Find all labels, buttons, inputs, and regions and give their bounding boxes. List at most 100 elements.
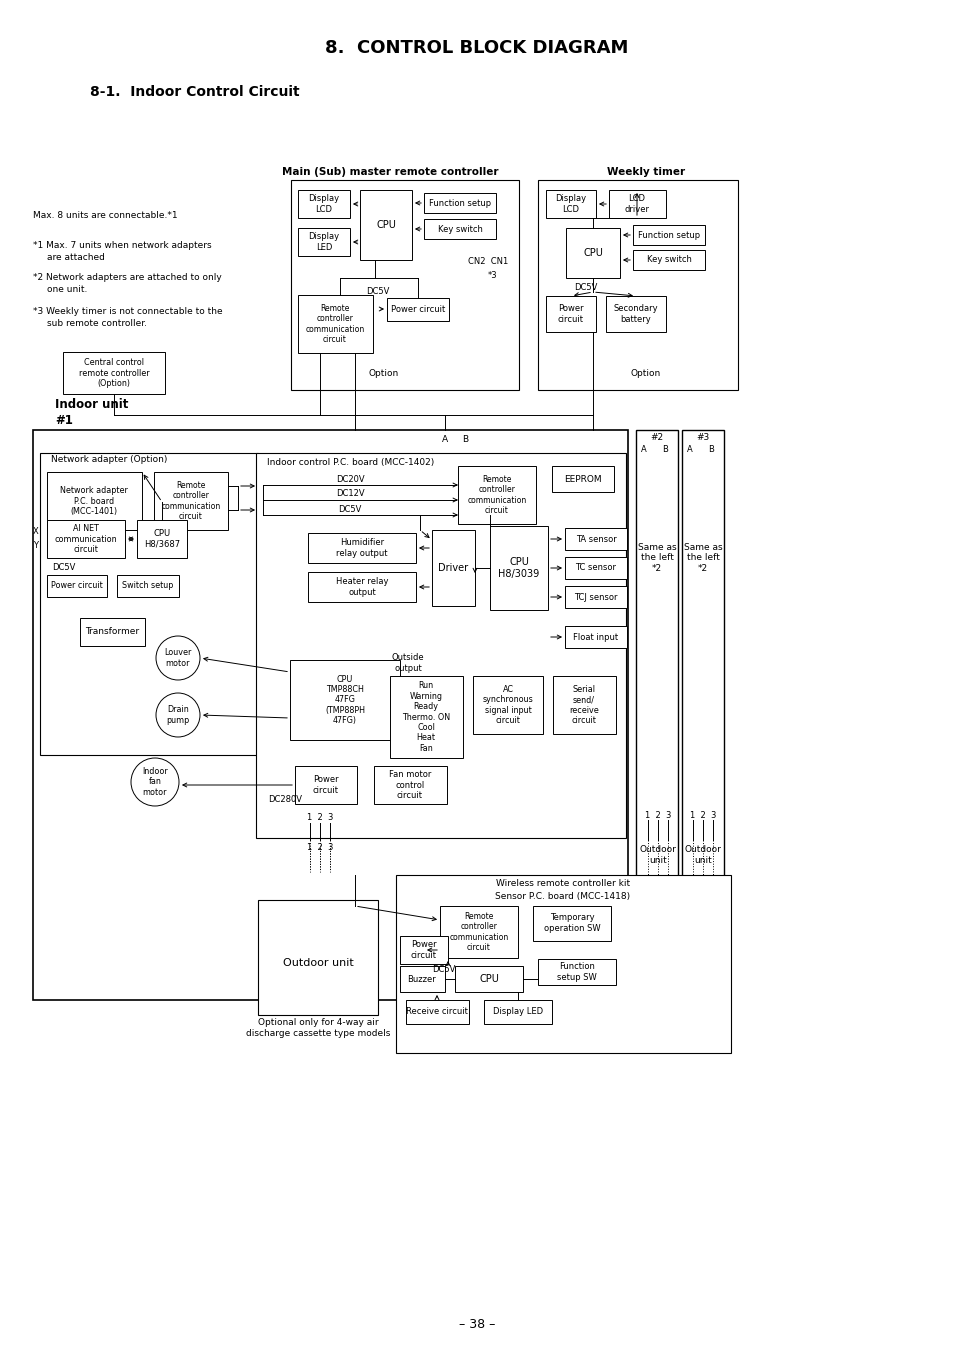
Bar [537,181,738,390]
Bar [565,228,619,278]
Text: AC
synchronous
signal input
circuit: AC synchronous signal input circuit [482,685,533,725]
Bar [63,352,165,394]
Bar [553,675,616,735]
Text: Indoor control P.C. board (MCC-1402): Indoor control P.C. board (MCC-1402) [267,457,434,466]
Text: Same as
the left
*2: Same as the left *2 [683,543,721,573]
Text: Serial
send/
receive
circuit: Serial send/ receive circuit [569,685,598,725]
Text: Option: Option [369,368,398,377]
Text: Y: Y [33,541,38,550]
Text: Same as
the left
*2: Same as the left *2 [637,543,676,573]
Bar [406,1000,469,1024]
Text: Outside
output: Outside output [392,654,424,673]
Bar [395,875,730,1053]
Text: Max. 8 units are connectable.*1: Max. 8 units are connectable.*1 [33,210,177,220]
Bar [432,530,475,607]
Text: Sensor P.C. board (MCC-1418): Sensor P.C. board (MCC-1418) [495,891,630,900]
Text: LCD
driver: LCD driver [624,194,649,214]
Text: Outdoor
unit: Outdoor unit [684,845,720,864]
Text: Heater relay
output: Heater relay output [335,577,388,597]
Text: Secondary
battery: Secondary battery [613,305,658,324]
Text: Remote
controller
communication
circuit: Remote controller communication circuit [449,911,508,952]
Text: AI NET
communication
circuit: AI NET communication circuit [54,524,117,554]
Text: Power circuit: Power circuit [391,305,445,314]
Text: #1: #1 [55,414,72,426]
Bar [308,532,416,563]
Bar [33,430,627,1000]
Bar [552,466,614,492]
Text: X: X [33,527,39,537]
Bar [294,766,356,803]
Text: A: A [441,435,448,445]
Text: Power
circuit: Power circuit [558,305,583,324]
Text: *1 Max. 7 units when network adapters: *1 Max. 7 units when network adapters [33,240,212,249]
Bar [40,453,257,755]
Text: Power
circuit: Power circuit [411,941,436,960]
Text: *2 Network adapters are attached to only: *2 Network adapters are attached to only [33,274,221,283]
Text: 8-1.  Indoor Control Circuit: 8-1. Indoor Control Circuit [90,85,299,98]
Bar [564,557,626,580]
Bar [483,1000,552,1024]
Text: Function
setup SW: Function setup SW [557,962,597,981]
Bar [636,430,678,1000]
Text: A: A [686,445,692,453]
Bar [399,967,444,992]
Bar [457,466,536,524]
Text: Key switch: Key switch [437,225,482,233]
Bar [564,528,626,550]
Text: Network adapter
P.C. board
(MCC-1401): Network adapter P.C. board (MCC-1401) [60,487,128,516]
Text: Float input: Float input [573,632,618,642]
Text: Remote
controller
communication
circuit: Remote controller communication circuit [467,474,526,515]
Bar [633,225,704,245]
Text: Display LED: Display LED [493,1007,542,1016]
Bar [605,297,665,332]
Bar [390,675,462,758]
Text: CPU: CPU [478,975,498,984]
Text: Display
LCD: Display LCD [308,194,339,214]
Bar [537,958,616,985]
Text: Weekly timer: Weekly timer [606,167,684,177]
Text: one unit.: one unit. [47,286,88,294]
Bar [564,625,626,648]
Text: Indoor unit: Indoor unit [55,399,129,411]
Text: Temporary
operation SW: Temporary operation SW [543,914,599,933]
Bar [423,193,496,213]
Text: B: B [661,445,667,453]
Bar [423,218,496,239]
Bar [291,181,518,390]
Text: Driver: Driver [437,563,468,573]
Bar [308,572,416,603]
Bar [455,967,522,992]
Text: Power circuit: Power circuit [51,581,103,590]
Text: DC5V: DC5V [574,283,598,291]
Text: Outdoor unit: Outdoor unit [282,958,353,968]
Text: Remote
controller
communication
circuit: Remote controller communication circuit [161,481,220,522]
Text: CN2  CN1: CN2 CN1 [467,257,508,267]
Bar [608,190,665,218]
Bar [153,472,228,530]
Text: CPU: CPU [582,248,602,257]
Text: *3 Weekly timer is not connectable to the: *3 Weekly timer is not connectable to th… [33,307,222,317]
Text: Run
Warning
Ready
Thermo. ON
Cool
Heat
Fan: Run Warning Ready Thermo. ON Cool Heat F… [401,681,450,752]
Bar [533,906,610,941]
Bar [564,586,626,608]
Text: Display
LCD: Display LCD [555,194,586,214]
Bar [633,249,704,270]
Text: #2: #2 [650,433,663,442]
Text: Remote
controller
communication
circuit: Remote controller communication circuit [305,303,364,344]
Text: EEPROM: EEPROM [563,474,601,484]
Text: Humidifier
relay output: Humidifier relay output [335,538,387,558]
Text: Main (Sub) master remote controller: Main (Sub) master remote controller [281,167,497,177]
Text: CPU: CPU [375,220,395,231]
Text: Switch setup: Switch setup [122,581,173,590]
Text: DC5V: DC5V [366,287,389,295]
Bar [387,298,449,321]
Text: Transformer: Transformer [85,628,139,636]
Text: Network adapter (Option): Network adapter (Option) [51,456,167,465]
Text: 8.  CONTROL BLOCK DIAGRAM: 8. CONTROL BLOCK DIAGRAM [325,39,628,57]
Text: Fan motor
control
circuit: Fan motor control circuit [389,770,431,799]
Bar [297,228,350,256]
Bar [47,576,107,597]
Bar [545,297,596,332]
Text: 1  2  3: 1 2 3 [307,844,333,852]
Bar [374,766,447,803]
